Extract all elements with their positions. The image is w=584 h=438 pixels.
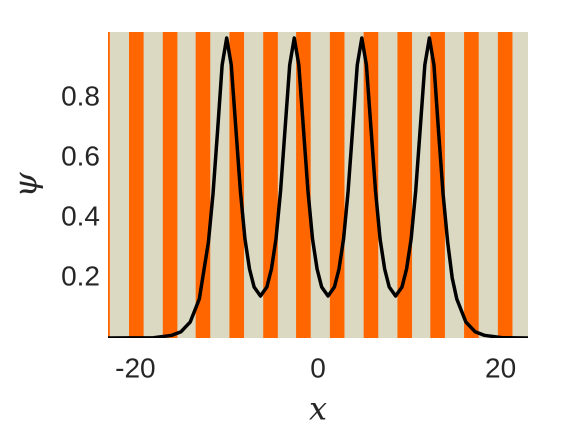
band bbox=[464, 32, 479, 338]
band bbox=[195, 32, 211, 338]
band bbox=[363, 32, 379, 338]
x-tick-label: -20 bbox=[115, 352, 155, 383]
x-tick-label: 0 bbox=[310, 352, 326, 383]
background bbox=[108, 32, 528, 338]
band bbox=[497, 32, 513, 338]
x-tick-label: 20 bbox=[485, 352, 516, 383]
y-axis-label: ψ bbox=[7, 172, 45, 198]
band bbox=[129, 32, 144, 338]
band bbox=[263, 32, 278, 338]
y-tick-label: 0.6 bbox=[61, 140, 100, 171]
band bbox=[108, 32, 110, 338]
y-tick-label: 0.8 bbox=[61, 80, 100, 111]
band bbox=[296, 32, 311, 338]
band bbox=[162, 32, 178, 338]
plot-area bbox=[108, 32, 528, 338]
x-axis-label: x bbox=[309, 390, 327, 428]
line bbox=[108, 36, 528, 338]
band bbox=[430, 32, 445, 338]
y-tick-label: 0.4 bbox=[61, 200, 100, 231]
y-tick-label: 0.2 bbox=[61, 260, 100, 291]
